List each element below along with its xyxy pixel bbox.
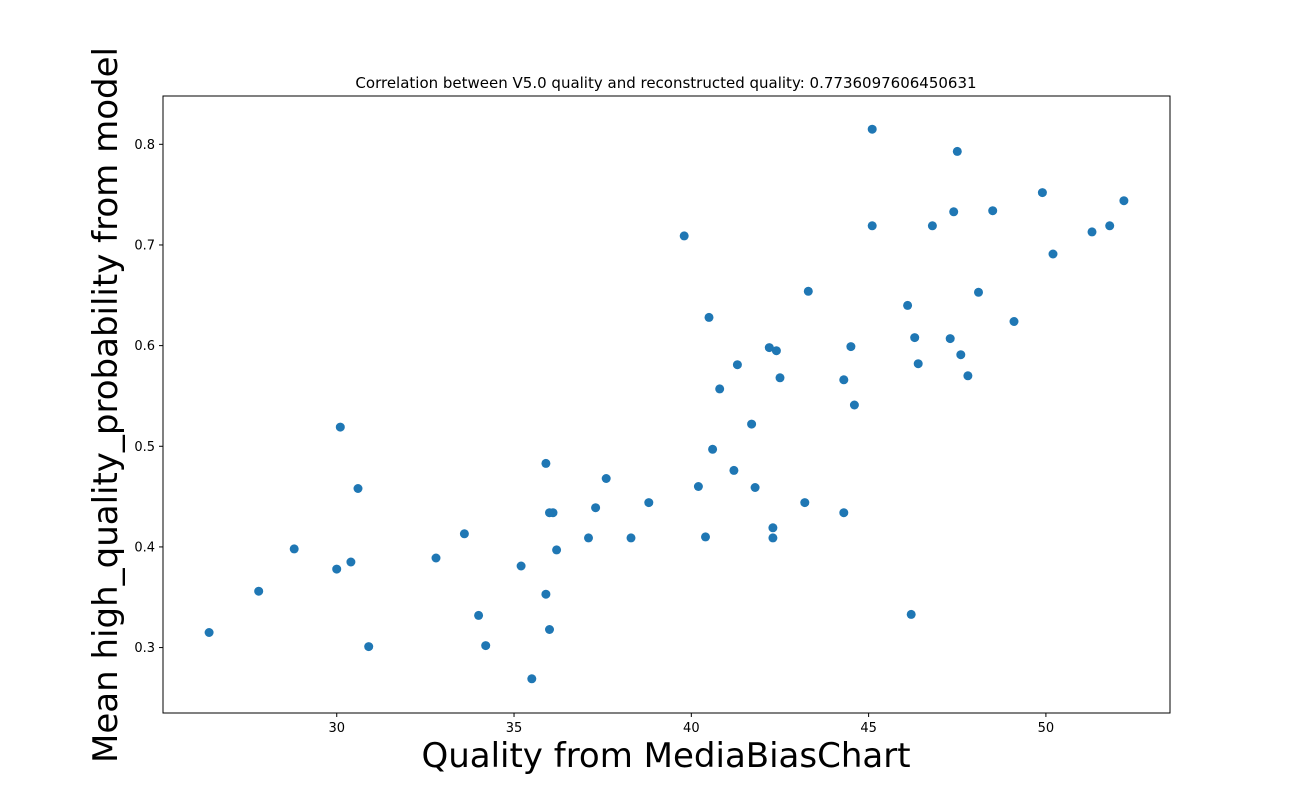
data-point xyxy=(903,300,913,310)
data-point xyxy=(693,482,703,491)
plot-frame xyxy=(162,95,1171,714)
y-tick-label: 0.7 xyxy=(134,238,155,253)
data-point xyxy=(516,561,526,571)
data-point xyxy=(545,625,554,634)
data-point xyxy=(474,610,484,620)
data-point xyxy=(963,371,973,381)
data-point xyxy=(541,589,551,599)
data-point xyxy=(459,529,469,539)
data-point xyxy=(775,373,785,383)
x-axis-ticks: 30 35 40 45 50 xyxy=(328,713,1054,736)
data-point xyxy=(729,465,739,475)
x-axis-label: Quality from MediaBiasChart xyxy=(421,736,910,776)
data-point xyxy=(771,346,781,356)
data-point xyxy=(988,206,998,216)
data-point xyxy=(952,146,962,156)
data-point xyxy=(1037,188,1047,198)
y-tick-label: 0.6 xyxy=(134,339,155,354)
data-point xyxy=(679,231,689,241)
data-point xyxy=(1105,221,1115,231)
data-point xyxy=(481,641,491,651)
chart-title: Correlation between V5.0 quality and rec… xyxy=(355,74,976,92)
data-point xyxy=(541,458,551,468)
data-point xyxy=(591,503,601,513)
data-point xyxy=(913,359,923,369)
y-tick-label: 0.8 xyxy=(134,138,155,153)
data-point xyxy=(545,508,554,518)
data-point xyxy=(956,350,966,360)
data-point xyxy=(974,287,983,297)
data-point xyxy=(1119,196,1129,206)
y-tick-label: 0.5 xyxy=(134,440,155,455)
points-layer xyxy=(204,124,1129,684)
data-point xyxy=(839,508,849,518)
data-point xyxy=(584,533,593,543)
data-point xyxy=(364,642,374,652)
data-point xyxy=(800,498,810,508)
data-point xyxy=(750,483,760,492)
x-tick-label: 40 xyxy=(683,721,700,736)
data-point xyxy=(601,474,611,483)
data-point xyxy=(906,609,916,619)
data-point xyxy=(949,207,959,217)
y-tick-label: 0.3 xyxy=(134,641,155,656)
data-point xyxy=(867,221,877,231)
y-tick-label: 0.4 xyxy=(134,540,155,555)
data-point xyxy=(768,533,778,543)
data-point xyxy=(846,342,856,352)
data-point xyxy=(747,419,757,429)
data-point xyxy=(803,286,813,296)
data-point xyxy=(431,553,441,563)
data-point xyxy=(867,124,877,134)
data-point xyxy=(768,523,778,533)
data-point xyxy=(927,221,937,231)
data-point xyxy=(332,564,342,574)
data-point xyxy=(289,544,299,554)
data-point xyxy=(732,360,742,370)
data-point xyxy=(335,422,345,432)
data-point xyxy=(704,312,714,322)
data-point xyxy=(910,333,920,343)
data-point xyxy=(353,484,363,493)
x-tick-label: 30 xyxy=(328,721,345,736)
data-point xyxy=(527,674,537,684)
data-point xyxy=(839,375,849,385)
data-point xyxy=(701,532,710,542)
data-point xyxy=(764,343,774,353)
data-point xyxy=(945,334,955,344)
data-point xyxy=(346,557,356,567)
data-point xyxy=(1048,249,1058,259)
data-point xyxy=(254,586,264,596)
y-axis-label: Mean high_quality_probability from model xyxy=(86,47,126,763)
data-point xyxy=(1087,227,1097,237)
x-tick-label: 50 xyxy=(1038,721,1055,736)
data-point xyxy=(552,545,562,555)
data-point xyxy=(204,628,214,637)
data-point xyxy=(849,400,859,410)
x-tick-label: 45 xyxy=(860,721,877,736)
data-point xyxy=(1009,317,1019,326)
data-point xyxy=(644,498,654,508)
data-point xyxy=(626,533,636,543)
data-point xyxy=(715,384,725,394)
x-tick-label: 35 xyxy=(506,721,523,736)
data-point xyxy=(708,444,718,454)
y-axis-ticks: 0.3 0.4 0.5 0.6 0.7 0.8 xyxy=(134,138,163,656)
